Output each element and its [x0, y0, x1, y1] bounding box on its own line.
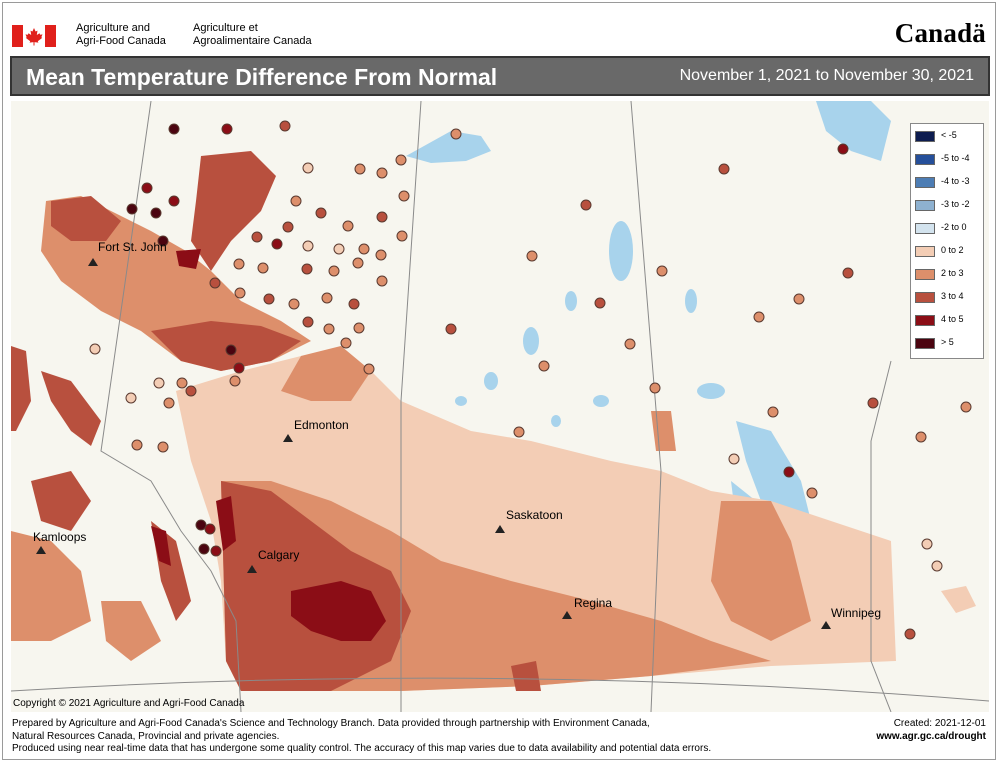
provincial-borders: [11, 101, 989, 712]
legend-swatch: [915, 292, 935, 303]
legend-swatch: [915, 269, 935, 280]
city-fort-st-john: Fort St. John: [88, 240, 167, 266]
legend-label: -3 to -2: [941, 199, 970, 209]
svg-text:Saskatoon: Saskatoon: [506, 508, 563, 522]
station-markers: [89, 120, 972, 640]
map-area: Fort St. John Edmonton Kamloops Calgary …: [11, 101, 989, 712]
department-fr-line2: Agroalimentaire Canada: [193, 35, 312, 47]
legend-swatch: [915, 223, 935, 234]
canada-flag-icon: [12, 25, 56, 47]
footer-notes: Prepared by Agriculture and Agri-Food Ca…: [12, 718, 772, 756]
department-name-en: Agriculture and Agri-Food Canada: [76, 22, 166, 48]
footer-line3: Produced using near real-time data that …: [12, 743, 712, 754]
header: Agriculture and Agri-Food Canada Agricul…: [0, 0, 1000, 56]
drought-url-link[interactable]: www.agr.gc.ca/drought: [876, 730, 986, 742]
department-name-fr: Agriculture et Agroalimentaire Canada: [193, 22, 312, 48]
temperature-anomaly-layer: [11, 151, 976, 691]
svg-text:Calgary: Calgary: [258, 548, 299, 562]
svg-text:Edmonton: Edmonton: [294, 418, 349, 432]
legend-label: > 5: [941, 337, 954, 347]
legend-label: 4 to 5: [941, 314, 964, 324]
legend-swatch: [915, 154, 935, 165]
map-period: November 1, 2021 to November 30, 2021: [679, 67, 974, 84]
map-canvas: Fort St. John Edmonton Kamloops Calgary …: [11, 101, 989, 712]
city-kamloops: Kamloops: [33, 530, 86, 554]
city-calgary: Calgary: [247, 548, 299, 573]
legend-swatch: [915, 131, 935, 142]
legend-label: -4 to -3: [941, 176, 970, 186]
legend: < -5 -5 to -4 -4 to -3 -3 to -2 -2 to 0 0 to …: [910, 123, 984, 359]
legend-swatch: [915, 200, 935, 211]
footer-line1: Prepared by Agriculture and Agri-Food Ca…: [12, 718, 650, 729]
legend-label: -2 to 0: [941, 222, 967, 232]
legend-swatch: [915, 315, 935, 326]
department-en-line2: Agri-Food Canada: [76, 35, 166, 47]
map-title: Mean Temperature Difference From Normal: [26, 64, 498, 90]
department-fr-line1: Agriculture et: [193, 22, 258, 34]
created-date: Created: 2021-12-01: [893, 718, 986, 729]
legend-label: 2 to 3: [941, 268, 964, 278]
city-markers: Fort St. John Edmonton Kamloops Calgary …: [33, 240, 881, 629]
legend-label: < -5: [941, 130, 957, 140]
city-regina: Regina: [562, 596, 612, 619]
footer-line2: Natural Resources Canada, Provincial and…: [12, 730, 280, 742]
svg-text:Kamloops: Kamloops: [33, 530, 86, 544]
city-edmonton: Edmonton: [283, 418, 349, 442]
svg-text:Winnipeg: Winnipeg: [831, 606, 881, 620]
legend-swatch: [915, 338, 935, 349]
legend-label: -5 to -4: [941, 153, 970, 163]
legend-label: 0 to 2: [941, 245, 964, 255]
canada-wordmark: Canadä: [894, 18, 986, 48]
title-bar: Mean Temperature Difference From Normal …: [10, 56, 990, 96]
legend-swatch: [915, 246, 935, 257]
svg-text:Regina: Regina: [574, 596, 612, 610]
copyright: Copyright © 2021 Agriculture and Agri-Fo…: [13, 698, 245, 709]
legend-swatch: [915, 177, 935, 188]
legend-label: 3 to 4: [941, 291, 964, 301]
city-winnipeg: Winnipeg: [821, 606, 881, 629]
footer-meta: Created: 2021-12-01 www.agr.gc.ca/drough…: [876, 718, 986, 743]
department-en-line1: Agriculture and: [76, 22, 150, 34]
city-saskatoon: Saskatoon: [495, 508, 563, 533]
svg-text:Fort St. John: Fort St. John: [98, 240, 167, 254]
